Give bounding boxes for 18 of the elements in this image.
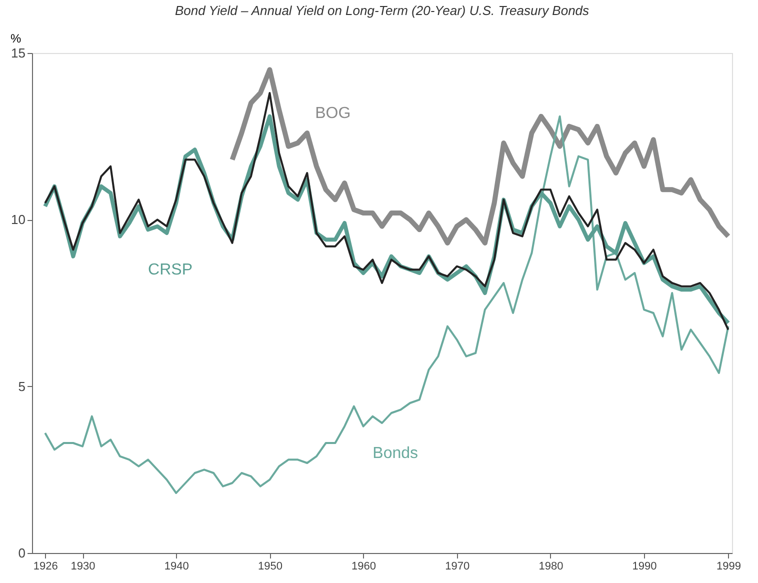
x-tick-label: 1960 <box>352 560 376 572</box>
x-tick-label: 1980 <box>538 560 564 572</box>
chart-title: Bond Yield – Annual Yield on Long-Term (20-Year) U.S. Treasury Bonds <box>174 3 590 18</box>
x-tick-label: 1999 <box>716 560 741 572</box>
x-tick-label: 1990 <box>632 560 657 572</box>
y-tick-label: 0 <box>18 546 26 560</box>
y-axis-title: % <box>10 32 22 46</box>
y-tick-label: 5 <box>18 378 26 394</box>
x-tick-label: 1970 <box>445 560 470 572</box>
series-label: Bonds <box>372 445 418 462</box>
y-tick-label: 15 <box>11 46 26 60</box>
x-tick-label: 1930 <box>70 560 96 572</box>
y-tick-label: 10 <box>11 212 26 228</box>
series-label: BOG <box>315 105 351 122</box>
x-tick-label: 1926 <box>33 560 58 572</box>
x-tick-label: 1940 <box>164 560 189 572</box>
x-tick-label: 1950 <box>258 560 282 572</box>
text: CRSP <box>148 262 192 279</box>
